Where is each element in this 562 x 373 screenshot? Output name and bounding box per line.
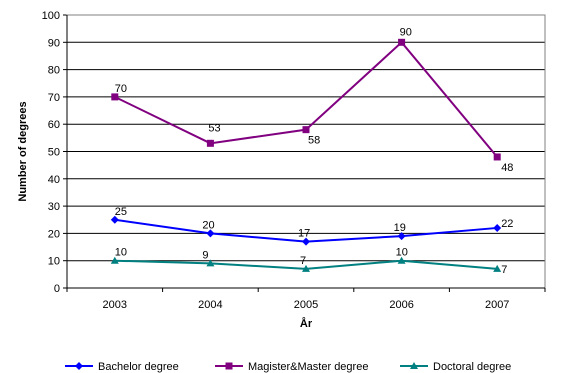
- data-label-s2-1: 9: [202, 249, 208, 261]
- data-label-s0-2: 17: [298, 228, 310, 240]
- series-0-point-3: [397, 232, 406, 241]
- data-label-s1-2: 58: [308, 135, 320, 147]
- legend-marker-1: [225, 362, 233, 370]
- data-label-s2-2: 7: [300, 255, 306, 267]
- data-label-s1-3: 90: [400, 26, 412, 38]
- y-tick-label-70: 70: [48, 92, 60, 104]
- series-0-point-1: [206, 229, 215, 238]
- x-tick-label-2006: 2006: [389, 299, 413, 311]
- x-tick-label-2005: 2005: [294, 299, 318, 311]
- data-label-s0-1: 20: [202, 219, 214, 231]
- data-label-s1-4: 48: [501, 162, 513, 174]
- series-0-point-0: [110, 215, 119, 224]
- data-label-s2-3: 10: [396, 247, 408, 259]
- series-1-point-4: [493, 153, 501, 161]
- y-tick-label-60: 60: [48, 119, 60, 131]
- x-tick-label-2004: 2004: [198, 299, 222, 311]
- legend-label-2: Doctoral degree: [433, 361, 511, 373]
- y-tick-label-50: 50: [48, 147, 60, 159]
- series-line-1: [114, 40, 498, 158]
- y-tick-label-90: 90: [48, 37, 60, 49]
- legend-label-1: Magister&Master degree: [248, 361, 368, 373]
- series-1-point-3: [398, 38, 406, 46]
- data-label-s0-4: 22: [501, 218, 513, 230]
- y-tick-label-40: 40: [48, 174, 60, 186]
- x-tick-label-2003: 2003: [103, 299, 127, 311]
- y-tick-label-0: 0: [54, 283, 60, 295]
- x-tick-label-2007: 2007: [485, 299, 509, 311]
- y-axis-title: Number of degrees: [17, 101, 29, 201]
- x-axis-title: År: [300, 317, 313, 330]
- series-2-point-1: [206, 259, 215, 267]
- y-tick-label-30: 30: [48, 201, 60, 213]
- series-1-point-0: [111, 93, 119, 101]
- series-2-point-3: [397, 256, 406, 264]
- series-1-point-2: [302, 126, 310, 134]
- legend-marker-2: [410, 362, 418, 369]
- data-label-s2-0: 10: [115, 247, 127, 259]
- y-tick-label-100: 100: [42, 10, 60, 22]
- series-1-point-1: [206, 139, 214, 147]
- series-0-point-4: [493, 223, 502, 232]
- legend-marker-0: [75, 362, 83, 370]
- data-label-s1-1: 53: [208, 122, 220, 134]
- data-label-s2-4: 7: [501, 264, 507, 276]
- y-tick-label-10: 10: [48, 256, 60, 268]
- data-label-s0-0: 25: [115, 206, 127, 218]
- series-2-point-4: [493, 264, 502, 272]
- data-label-s0-3: 19: [394, 222, 406, 234]
- series-0-point-2: [302, 237, 310, 246]
- series-2-point-0: [110, 256, 119, 264]
- y-tick-label-80: 80: [48, 65, 60, 77]
- series-2-point-2: [302, 264, 310, 272]
- y-tick-label-20: 20: [48, 228, 60, 240]
- data-label-s1-0: 70: [115, 83, 127, 95]
- legend-label-0: Bachelor degree: [98, 361, 179, 373]
